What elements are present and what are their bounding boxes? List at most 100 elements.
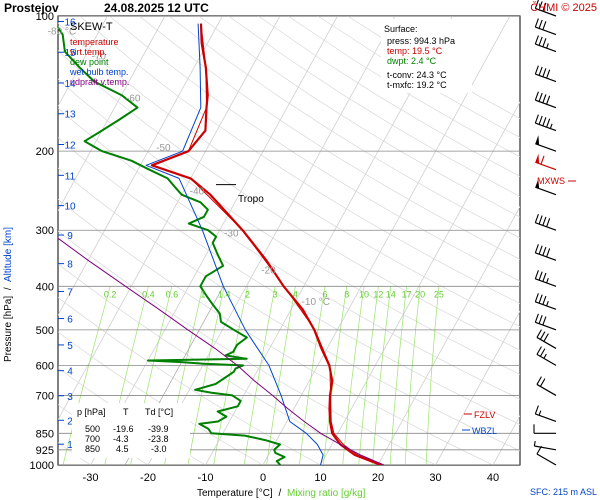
wind-barb-half-flag: [543, 353, 547, 359]
wind-barb: [534, 114, 557, 132]
table-cell: -19.6: [113, 424, 134, 434]
dry-adiabat: [198, 16, 520, 218]
wind-barb-staff: [535, 73, 557, 83]
table-cell: 700: [85, 434, 100, 444]
wind-barb-staff: [535, 222, 557, 231]
temperature-tick-label: -10: [198, 472, 214, 484]
wind-barb-flag: [536, 346, 542, 355]
wind-barb-flag: [534, 214, 539, 223]
isotherm-label: -20: [261, 266, 276, 277]
y-axis-title: Pressure [hPa] / Altitude [km]: [3, 227, 14, 362]
wind-barb-staff: [535, 278, 557, 287]
wind-barb: [534, 405, 557, 423]
table-header-td: Td [°C]: [145, 407, 173, 417]
wind-barb-flag: [539, 378, 546, 387]
x-axis-title: Temperature [°C] / Mixing ratio [g/kg]: [197, 488, 366, 499]
wind-barb-staff: [536, 453, 557, 466]
wind-barb-flag: [539, 348, 546, 357]
isotherm-label: -10 °C: [302, 297, 330, 308]
wind-barb: [533, 424, 556, 434]
wind-barb-staff: [535, 413, 557, 423]
wind-barb-flag: [534, 405, 539, 415]
altitude-tick-label: 5: [67, 341, 73, 352]
wind-barb-staff: [535, 301, 557, 310]
fzlv-label: FZLV: [474, 410, 495, 420]
wind-barb-flag: [542, 117, 547, 127]
isotherm-line: [551, 16, 600, 465]
wind-barb-flag: [534, 270, 539, 279]
mixing-ratio-label: 10: [359, 289, 369, 299]
dry-adiabat: [168, 16, 520, 239]
altitude-tick-label: 1: [67, 440, 73, 451]
dry-adiabat: [58, 107, 520, 400]
wind-barb-flag: [542, 94, 547, 104]
wind-barb-flag: [538, 245, 543, 255]
altitude-tick-label: 2: [67, 416, 73, 427]
isotherm-line: [58, 16, 108, 107]
temperature-tick-label: -20: [140, 472, 156, 484]
wind-barb-flag: [540, 155, 545, 165]
altitude-tick-label: 12: [64, 140, 76, 151]
wind-barb-flag: [538, 1, 543, 11]
wind-barb-pennant: [535, 178, 540, 189]
wind-barb-staff: [535, 122, 557, 132]
isotherm-label: -80 °C: [48, 27, 76, 38]
altitude-tick-label: 14: [64, 79, 76, 90]
legend-item-updraft: udpraft v.temp.: [70, 77, 129, 87]
mixing-ratio-label: 2: [245, 289, 250, 299]
isotherm-line: [435, 310, 520, 465]
isotherm-line: [147, 16, 396, 465]
table-cell: 4.5: [116, 444, 129, 454]
tropo-label: Tropo: [238, 194, 264, 205]
series-line-udpraft-v-temp: [58, 237, 384, 465]
isotherm-line: [58, 16, 281, 421]
pressure-tick-label: 925: [36, 445, 54, 457]
mixing-ratio-label: 1: [200, 289, 205, 299]
altitude-tick-label: 8: [67, 260, 73, 271]
wind-barb: [534, 18, 557, 36]
wind-barb-flag: [542, 21, 547, 30]
wind-barb-staff: [536, 353, 557, 366]
wind-barb-flag: [536, 376, 542, 385]
altitude-tick-label: 13: [64, 110, 76, 121]
dry-adiabat: [79, 16, 520, 305]
wind-barb-flag: [542, 38, 547, 47]
isotherm-line: [377, 205, 520, 465]
wind-barb-flag: [543, 333, 549, 342]
wind-barb-flag: [538, 92, 543, 102]
temperature-tick-label: 10: [314, 472, 326, 484]
wind-barb: [536, 329, 557, 349]
legend: SKEW-T temperature virt.temp. dew point …: [69, 21, 129, 87]
wind-barb-flag: [542, 246, 547, 256]
wind-barb-staff: [535, 99, 557, 109]
datetime-title: 24.08.2025 12 UTC: [104, 1, 209, 15]
wind-barb-staff: [535, 321, 557, 331]
wind-barb-flag: [536, 329, 542, 338]
wind-barb-staff: [535, 26, 557, 36]
temperature-tick-label: -30: [83, 472, 99, 484]
wind-barb-staff: [534, 445, 557, 451]
legend-item-dew-point: dew point: [70, 57, 109, 67]
profile-curves: [58, 23, 384, 465]
wind-barb: [534, 35, 557, 53]
wind-barb-staff: [535, 143, 557, 152]
level-table-bg: [72, 403, 190, 458]
mixing-ratio-label: 6: [323, 289, 328, 299]
legend-item-temperature: temperature: [70, 37, 119, 47]
wind-barb: [534, 65, 557, 83]
station-title: Prostejov: [4, 1, 59, 15]
wind-barb: [534, 214, 557, 231]
mixing-ratio-label: 0.6: [166, 289, 179, 299]
temperature-tick-label: 40: [487, 472, 499, 484]
wind-barb-flag: [539, 331, 546, 340]
wbzl-label: WBZL: [472, 426, 497, 436]
surface-press: press: 994.3 hPa: [387, 36, 455, 46]
pressure-tick-label: 300: [36, 225, 54, 237]
mixing-ratio-label: 3: [273, 289, 278, 299]
altitude-tick-label: 6: [67, 315, 73, 326]
wind-barb: [534, 244, 557, 261]
wind-barb-flag: [538, 66, 543, 76]
wind-barb: [534, 0, 557, 17]
y-axis-title-pressure: Pressure [hPa] / Altitude [km]: [3, 227, 14, 362]
